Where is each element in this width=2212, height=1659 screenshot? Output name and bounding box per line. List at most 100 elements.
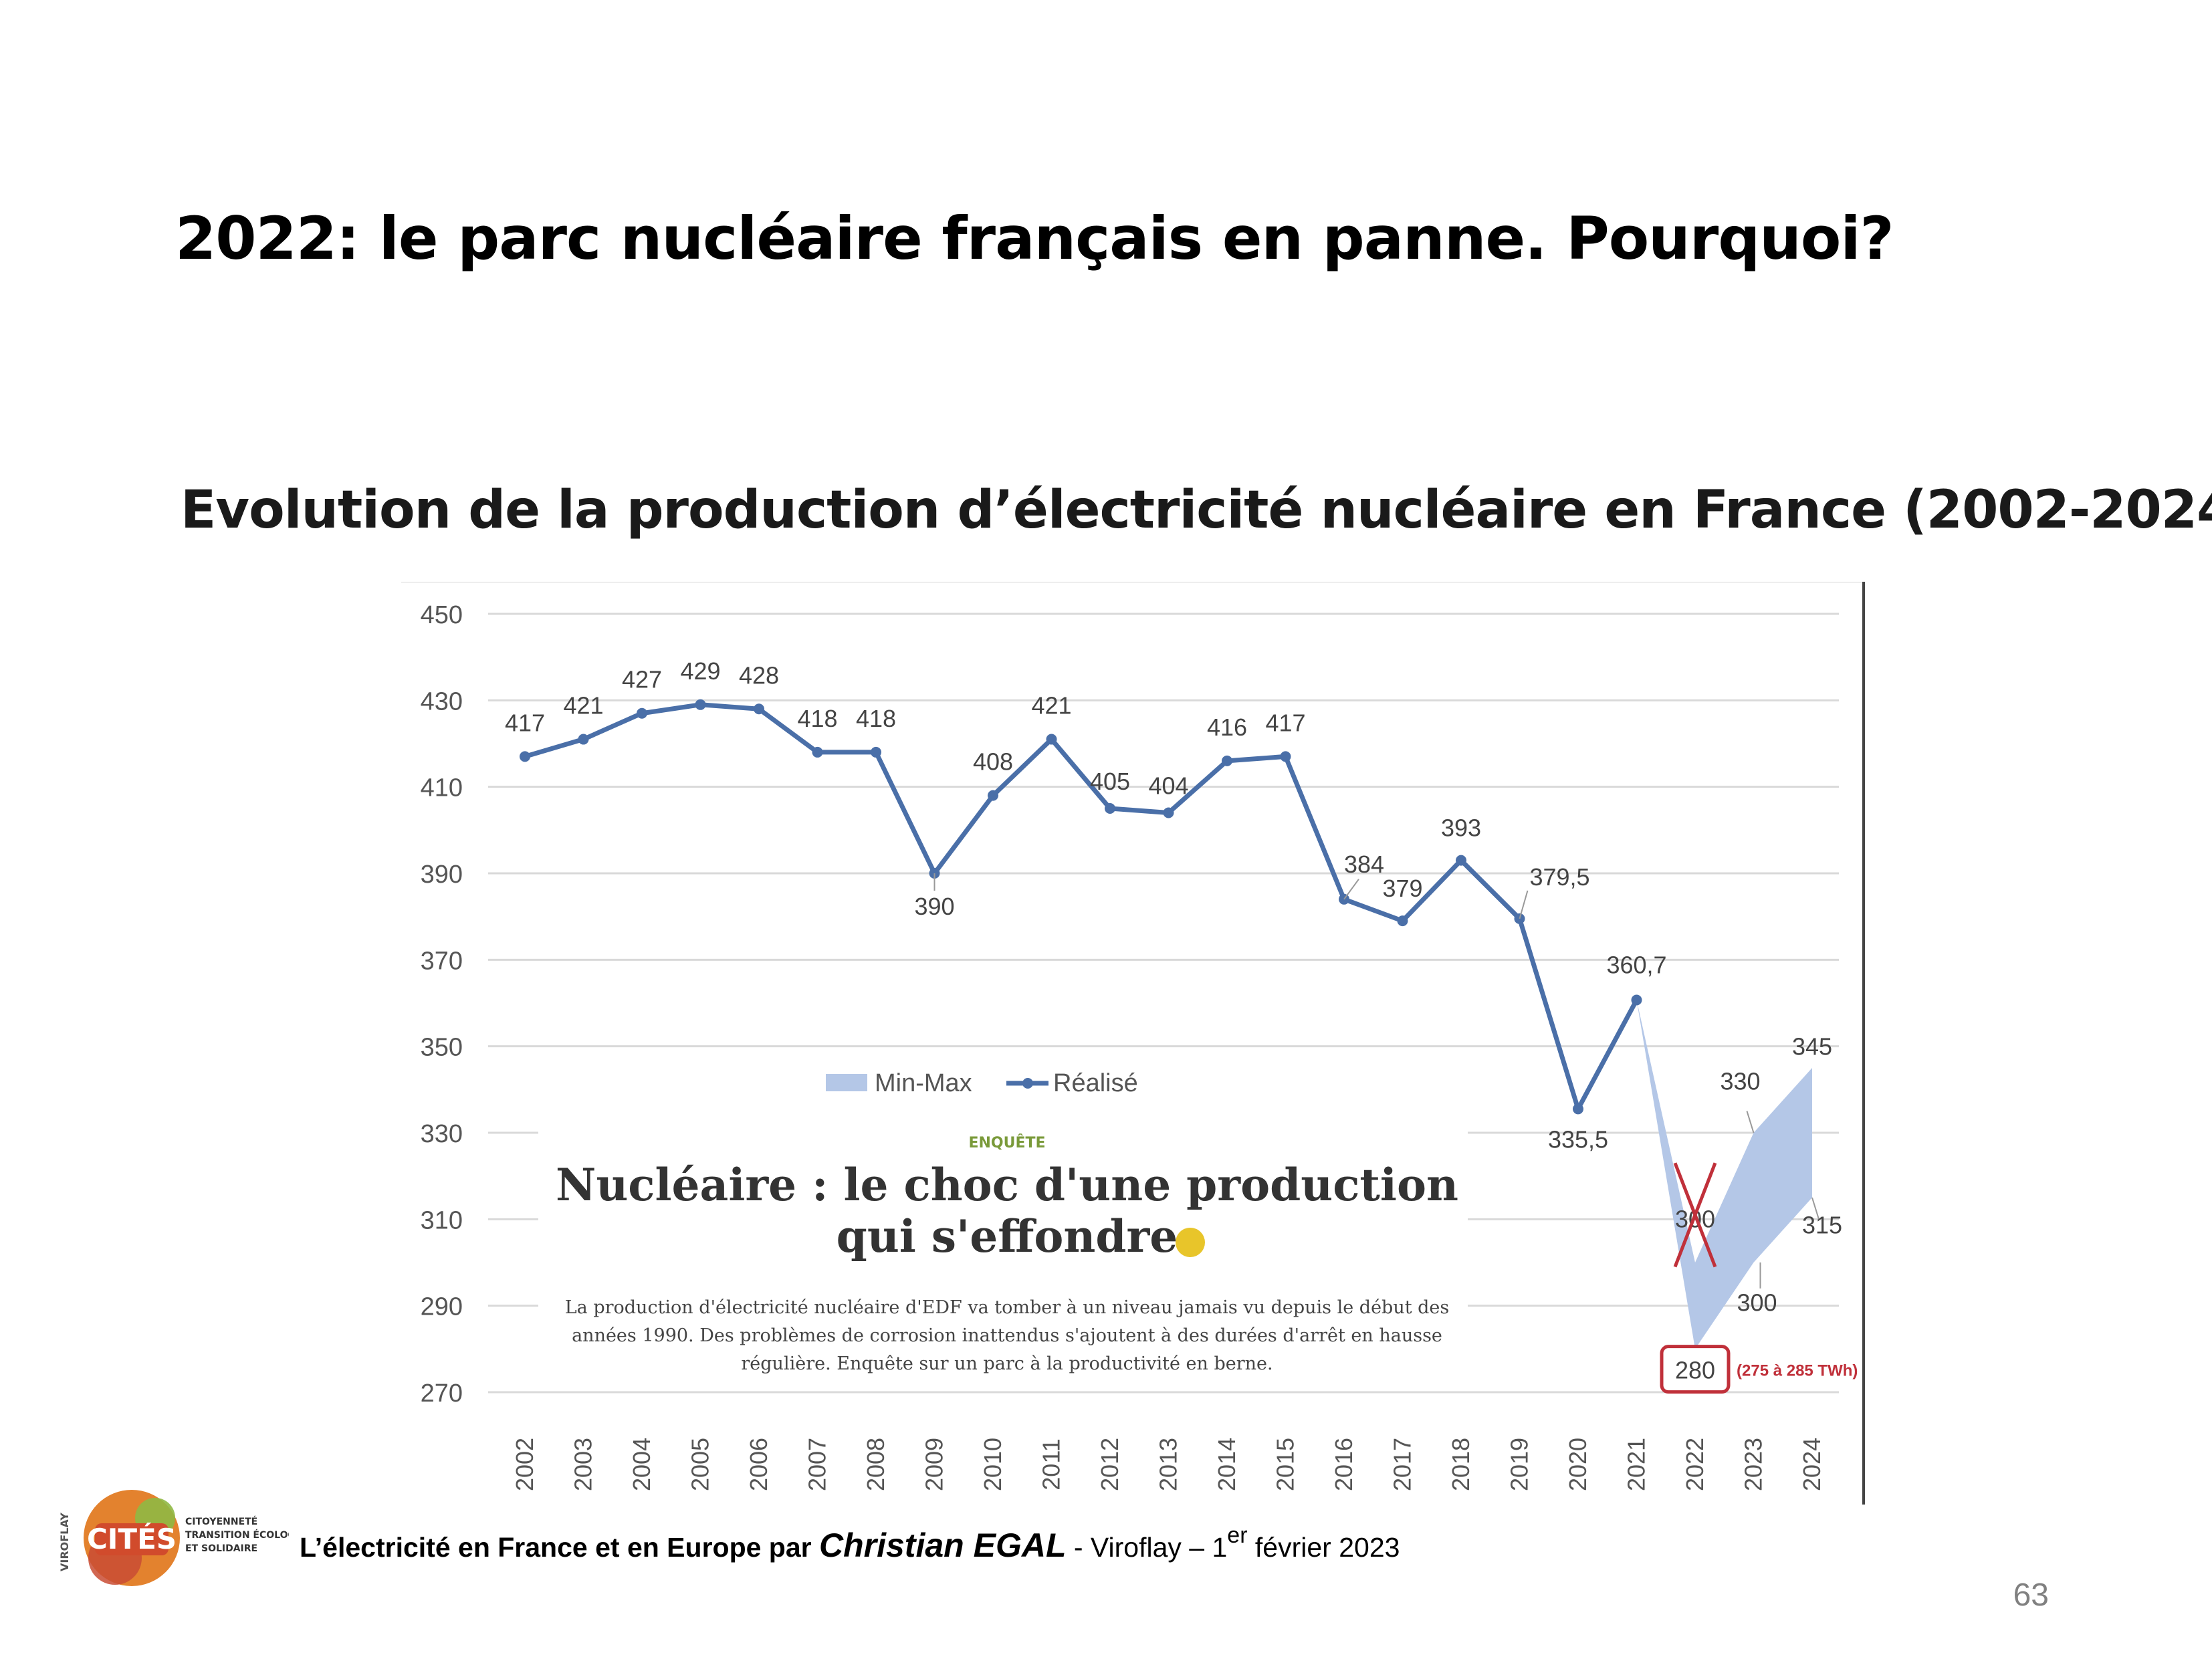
slide-title: 2022: le parc nucléaire français en pann… [175, 204, 1894, 273]
y-tick-430: 430 [421, 687, 463, 715]
point-2010 [988, 790, 998, 801]
min-max-band [1636, 1000, 1812, 1349]
data-label-2019: 379,5 [1529, 863, 1589, 891]
band-label-min-2023: 300 [1737, 1289, 1777, 1317]
logo-line-2: TRANSITION ÉCOLOGIQUE [185, 1529, 289, 1541]
x-tick-2009: 2009 [921, 1438, 948, 1491]
cites-logo: VIROFLAY CITÉS CITOYENNETÉ TRANSITION ÉC… [48, 1471, 321, 1598]
x-tick-2015: 2015 [1272, 1438, 1299, 1491]
point-2019 [1514, 913, 1525, 924]
x-tick-2013: 2013 [1155, 1438, 1182, 1491]
data-label-2002: 417 [505, 709, 545, 736]
data-label-2008: 418 [856, 705, 896, 732]
data-label-2014: 416 [1207, 713, 1247, 741]
y-tick-330: 330 [421, 1120, 463, 1148]
y-tick-350: 350 [421, 1034, 463, 1062]
point-2004 [637, 707, 647, 719]
page-number: 63 [2013, 1577, 2049, 1613]
y-tick-290: 290 [421, 1293, 463, 1321]
data-label-2011: 421 [1031, 692, 1071, 720]
y-tick-310: 310 [421, 1206, 463, 1234]
article-kicker: ENQUÊTE [968, 1134, 1045, 1151]
article-body-3: régulière. Enquête sur un parc à la prod… [741, 1353, 1273, 1374]
x-tick-2019: 2019 [1506, 1438, 1533, 1491]
premium-badge-icon [1176, 1228, 1205, 1257]
footer-date: février 2023 [1247, 1532, 1400, 1563]
data-label-2005: 429 [680, 657, 720, 685]
data-label-2020: 335,5 [1548, 1125, 1608, 1153]
boxed-label-2022: 280 [1675, 1357, 1715, 1384]
x-tick-2012: 2012 [1096, 1438, 1123, 1491]
point-2021 [1631, 994, 1642, 1006]
footer-sup: er [1227, 1523, 1248, 1549]
article-headline-2: qui s'effondre [837, 1210, 1178, 1262]
data-label-2012: 405 [1090, 768, 1130, 795]
footer: L’électricité en France et en Europe par… [300, 1523, 1400, 1565]
data-label-2009: 390 [914, 893, 954, 920]
data-label-2004: 427 [622, 666, 662, 693]
article-inset-bg [538, 1122, 1468, 1383]
logo-label-bg [95, 1523, 169, 1555]
point-2014 [1222, 755, 1232, 766]
y-tick-390: 390 [421, 861, 463, 889]
article-body-2: années 1990. Des problèmes de corrosion … [572, 1325, 1442, 1346]
legend: Min-Max Réalisé [826, 1069, 1138, 1097]
article-body-1: La production d'électricité nucléaire d'… [565, 1297, 1450, 1318]
point-2003 [578, 734, 589, 745]
logo-line-1: CITOYENNETÉ [185, 1516, 257, 1527]
footer-author: Christian EGAL [819, 1527, 1067, 1564]
data-label-2021: 360,7 [1606, 951, 1666, 978]
data-label-2006: 428 [739, 661, 779, 689]
data-label-2010: 408 [973, 748, 1013, 776]
x-tick-2020: 2020 [1564, 1438, 1591, 1491]
point-2012 [1105, 803, 1115, 814]
point-2017 [1397, 915, 1408, 927]
leader-max-2023 [1746, 1111, 1755, 1133]
x-tick-2014: 2014 [1213, 1438, 1240, 1491]
x-tick-2016: 2016 [1330, 1438, 1357, 1491]
x-tick-2024: 2024 [1798, 1438, 1826, 1491]
x-tick-2002: 2002 [511, 1438, 538, 1491]
x-tick-2004: 2004 [628, 1438, 655, 1491]
x-tick-2003: 2003 [570, 1438, 597, 1491]
y-tick-450: 450 [421, 601, 463, 629]
x-tick-2021: 2021 [1623, 1438, 1650, 1491]
data-label-2018: 393 [1441, 814, 1481, 842]
logo-name: CITÉS [87, 1522, 177, 1555]
cross-mark-icon-2 [1673, 1162, 1717, 1268]
data-label-2007: 418 [797, 705, 837, 732]
point-2016 [1339, 893, 1349, 905]
point-2015 [1280, 751, 1291, 762]
band-label-min-2024: 315 [1802, 1211, 1842, 1238]
production-chart: 417 421 427 429 428 418 418 390 408 421 405 404 416 4… [401, 582, 1865, 1505]
legend-label-min-max: Min-Max [875, 1069, 972, 1097]
legend-label-realise: Réalisé [1053, 1069, 1138, 1097]
data-label-2003: 421 [563, 692, 603, 720]
data-label-2016: 384 [1344, 851, 1384, 878]
range-note-2022: (275 à 285 TWh) [1737, 1362, 1858, 1380]
point-2011 [1046, 734, 1057, 745]
point-2006 [754, 703, 764, 715]
point-2020 [1573, 1103, 1583, 1115]
point-2008 [871, 746, 881, 758]
data-label-2013: 404 [1148, 772, 1188, 799]
legend-marker-realise [1022, 1078, 1033, 1089]
article-headline-1: Nucléaire : le choc d'une production [556, 1159, 1458, 1211]
y-tick-370: 370 [421, 947, 463, 975]
leader-2019 [1519, 890, 1529, 919]
y-tick-410: 410 [421, 774, 463, 802]
x-tick-2007: 2007 [804, 1438, 831, 1491]
x-tick-2023: 2023 [1740, 1438, 1767, 1491]
data-label-2017: 379 [1382, 875, 1422, 902]
boxed-value-2022 [1660, 1345, 1731, 1394]
leader-2016 [1343, 879, 1359, 900]
data-label-2015: 417 [1265, 709, 1305, 736]
x-tick-2008: 2008 [862, 1438, 889, 1491]
x-tick-2006: 2006 [745, 1438, 772, 1491]
point-2018 [1456, 855, 1466, 866]
point-2013 [1163, 807, 1174, 818]
footer-prefix: L’électricité en France et en Europe par [300, 1532, 819, 1563]
point-2007 [812, 746, 823, 758]
band-label-max-2023: 330 [1720, 1067, 1760, 1095]
point-2002 [520, 751, 530, 762]
